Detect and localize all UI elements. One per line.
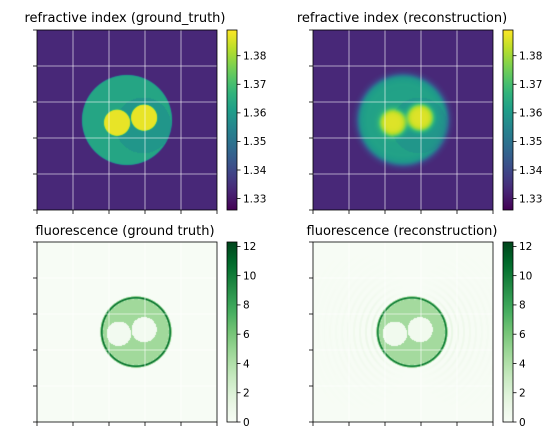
colorbar-tick-label: 10 — [243, 270, 256, 282]
heatmap-image — [37, 30, 217, 210]
colorbar-tick-label: 1.37 — [243, 79, 266, 91]
axes-frame — [312, 241, 494, 423]
panel-title: fluorescence (reconstruction) — [307, 224, 498, 239]
colorbar-tick-label: 1.35 — [519, 136, 542, 148]
panel-title: refractive index (ground_truth) — [25, 11, 226, 26]
colorbar — [226, 241, 238, 423]
colorbar-tick-label: 1.36 — [519, 108, 543, 120]
colorbar-tick-label: 6 — [519, 329, 526, 341]
colorbar-tick-label: 8 — [519, 300, 526, 312]
colorbar-tick-label: 2 — [519, 388, 526, 400]
colorbar-tick-label: 12 — [519, 241, 532, 253]
heatmap-image — [313, 30, 493, 210]
colorbar-tick-label: 1.37 — [519, 79, 542, 91]
colorbar-tick-label: 0 — [243, 417, 250, 429]
colorbar-tick-label: 1.38 — [519, 51, 542, 63]
colorbar-tick-label: 4 — [243, 358, 250, 370]
colorbar-tick-label: 1.33 — [243, 193, 266, 205]
colorbar-tick-label: 2 — [243, 388, 250, 400]
colorbar-tick-label: 10 — [519, 270, 532, 282]
colorbar-tick-label: 12 — [243, 241, 256, 253]
colorbar-tick-label: 1.34 — [519, 165, 543, 177]
colorbar-tick-label: 6 — [243, 329, 250, 341]
panel-title: fluorescence (ground truth) — [35, 224, 214, 239]
heatmap-image — [313, 242, 493, 422]
colorbar-tick-label: 1.38 — [243, 51, 266, 63]
colorbar — [226, 29, 238, 211]
heatmap-image — [37, 242, 217, 422]
colorbar — [502, 29, 514, 211]
colorbar-tick-label: 1.35 — [243, 136, 266, 148]
axes-frame — [36, 29, 218, 211]
panel-title: refractive index (reconstruction) — [297, 11, 507, 26]
colorbar-tick-label: 0 — [519, 417, 526, 429]
colorbar — [502, 241, 514, 423]
colorbar-tick-label: 1.34 — [243, 165, 267, 177]
colorbar-tick-label: 1.33 — [519, 193, 542, 205]
axes-frame — [36, 241, 218, 423]
colorbar-tick-label: 4 — [519, 358, 526, 370]
axes-frame — [312, 29, 494, 211]
colorbar-tick-label: 1.36 — [243, 108, 267, 120]
colorbar-tick-label: 8 — [243, 300, 250, 312]
